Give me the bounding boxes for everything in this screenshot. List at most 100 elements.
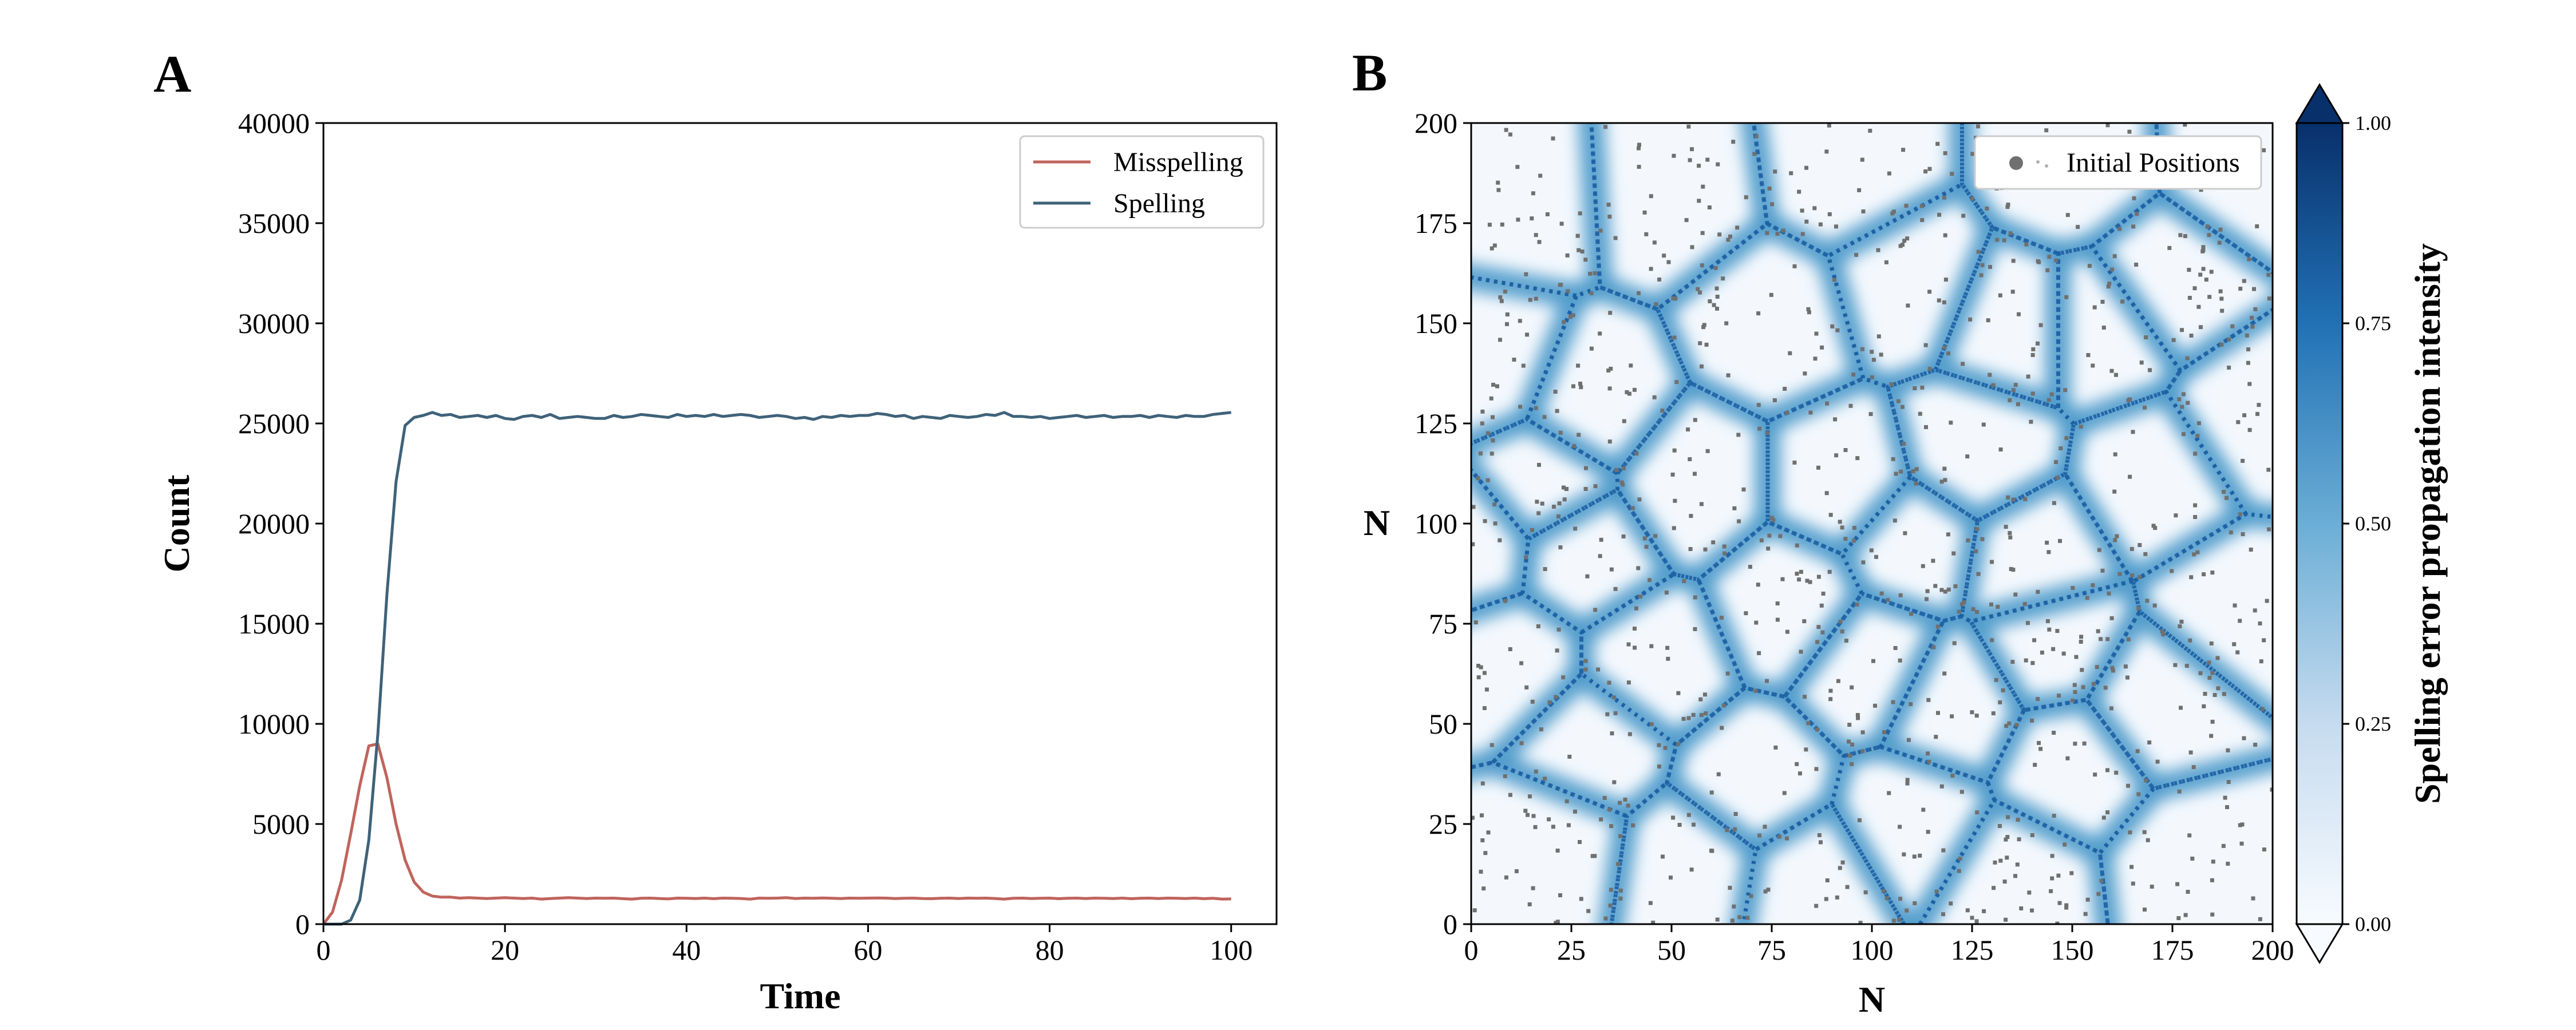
- initial-position-point: [1838, 619, 1843, 624]
- initial-position-point: [1741, 487, 1746, 492]
- initial-position-point: [1799, 649, 1803, 654]
- initial-position-point: [1651, 920, 1656, 924]
- initial-position-point: [1607, 680, 1611, 685]
- initial-position-point: [1836, 679, 1840, 683]
- propagation-cell-core: [1886, 367, 2076, 523]
- initial-position-point: [2115, 534, 2119, 538]
- initial-position-point: [1616, 862, 1621, 866]
- initial-position-point: [1781, 228, 1785, 233]
- initial-position-point: [2030, 908, 2034, 913]
- initial-position-point: [2266, 468, 2271, 472]
- initial-position-point: [2217, 240, 2222, 245]
- initial-position-point: [1590, 854, 1595, 858]
- initial-position-point: [1728, 234, 1732, 239]
- initial-position-point: [1709, 790, 1714, 795]
- initial-position-point: [1942, 671, 1947, 676]
- initial-position-point: [1553, 390, 1558, 394]
- initial-position-point: [1913, 386, 1917, 390]
- initial-position-point: [2091, 583, 2095, 588]
- initial-position-point: [2246, 360, 2250, 365]
- plot-frame-b: [1470, 122, 2274, 925]
- initial-position-point: [1795, 572, 1799, 576]
- initial-position-point: [2192, 552, 2196, 557]
- initial-position-point: [1851, 373, 1856, 377]
- initial-position-point: [1672, 448, 1677, 453]
- initial-position-point: [1701, 184, 1705, 189]
- initial-position-point: [1606, 203, 1611, 207]
- y-tick-label: 50: [1429, 708, 1457, 740]
- initial-position-point: [1800, 208, 1804, 213]
- initial-position-point: [1555, 409, 1559, 413]
- initial-position-point: [1519, 741, 1524, 746]
- initial-position-point: [1951, 551, 1956, 556]
- initial-position-point: [2110, 267, 2115, 272]
- initial-position-point: [1671, 296, 1676, 300]
- initial-position-point: [2238, 287, 2243, 291]
- initial-position-point: [2095, 665, 2099, 670]
- initial-position-point: [2221, 843, 2226, 848]
- initial-position-point: [2109, 369, 2114, 373]
- initial-position-point: [1754, 134, 1759, 138]
- initial-position-point: [1749, 894, 1753, 898]
- initial-position-point: [1748, 565, 1752, 569]
- colorbar-gradient: [2297, 123, 2342, 924]
- initial-position-point: [2181, 392, 2186, 397]
- initial-position-point: [2076, 225, 2080, 229]
- initial-position-point: [2178, 233, 2183, 237]
- initial-position-point: [1850, 762, 1854, 766]
- initial-position-point: [1840, 525, 1844, 530]
- initial-position-point: [1691, 712, 1696, 717]
- initial-position-point: [1896, 399, 1901, 403]
- initial-position-point: [2130, 573, 2135, 577]
- initial-position-point: [1490, 743, 1494, 747]
- initial-position-point: [2183, 913, 2188, 917]
- initial-position-point: [1665, 645, 1670, 650]
- initial-position-point: [1950, 714, 1954, 719]
- initial-position-point: [2045, 268, 2050, 272]
- initial-position-point: [2112, 489, 2117, 494]
- initial-position-point: [1863, 890, 1868, 894]
- legend-box: [1019, 135, 1265, 229]
- colorbar-tick-label: 0.00: [2355, 913, 2391, 936]
- initial-position-point: [2198, 671, 2203, 675]
- initial-position-point: [2211, 859, 2215, 864]
- initial-position-point: [2210, 878, 2214, 882]
- initial-position-point: [1598, 554, 1602, 558]
- propagation-cell-core: [1491, 672, 1678, 818]
- initial-position-point: [2233, 603, 2237, 608]
- initial-position-point: [1898, 658, 1902, 663]
- initial-position-point: [2013, 592, 2018, 597]
- initial-position-point: [2174, 513, 2178, 518]
- initial-position-point: [1998, 293, 2002, 298]
- initial-position-point: [1834, 453, 1839, 458]
- initial-position-point: [2126, 783, 2131, 788]
- initial-position-point: [2045, 540, 2049, 545]
- initial-position-point: [2262, 847, 2266, 851]
- initial-position-point: [2107, 591, 2111, 596]
- legend-label-spelling: Spelling: [1113, 188, 1205, 219]
- initial-position-point: [1535, 500, 1539, 504]
- initial-position-point: [1698, 290, 1702, 295]
- initial-position-point: [1670, 472, 1675, 477]
- initial-position-point: [1657, 764, 1661, 768]
- colorbar-tick-label: 1.00: [2355, 112, 2391, 134]
- initial-position-point: [1521, 363, 1526, 368]
- initial-position-point: [1850, 742, 1854, 747]
- initial-position-point: [1534, 406, 1538, 410]
- initial-position-point: [1720, 726, 1724, 730]
- initial-position-point: [2147, 740, 2152, 744]
- initial-position-point: [2112, 254, 2117, 259]
- initial-position-point: [2128, 397, 2132, 402]
- initial-position-point: [1806, 307, 1811, 311]
- initial-position-point: [1980, 263, 1985, 267]
- initial-position-point: [1927, 167, 1932, 171]
- colorbar-tick-label: 0.50: [2355, 512, 2391, 535]
- initial-position-point: [1993, 860, 1997, 865]
- initial-position-point: [1970, 710, 1974, 715]
- initial-position-point: [2054, 258, 2059, 263]
- initial-position-point: [1721, 703, 1726, 708]
- initial-position-point: [1808, 410, 1813, 415]
- initial-position-point: [1943, 233, 1947, 237]
- initial-position-point: [1939, 784, 1944, 789]
- initial-position-point: [1703, 547, 1708, 552]
